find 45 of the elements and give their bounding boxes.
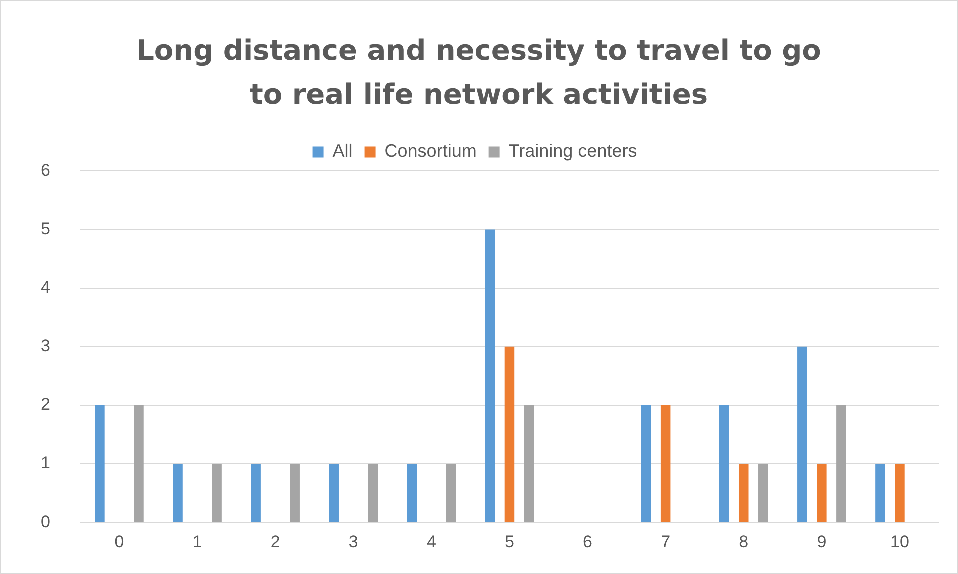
x-tick-label: 5 <box>504 532 514 552</box>
bar <box>504 346 515 522</box>
y-tick-label: 4 <box>40 278 50 298</box>
x-tick-label: 7 <box>661 532 671 552</box>
y-tick-label: 6 <box>40 160 50 180</box>
bar <box>329 464 339 522</box>
bar <box>798 346 808 522</box>
bar <box>368 464 378 522</box>
legend-label: All <box>332 141 353 162</box>
y-tick-label: 5 <box>40 219 50 238</box>
bar <box>134 405 144 522</box>
x-tick-label: 0 <box>114 532 124 552</box>
x-tick-label: 3 <box>348 532 358 552</box>
bar <box>739 464 749 522</box>
bar <box>641 405 652 522</box>
y-tick-label: 0 <box>40 512 50 532</box>
bar <box>485 230 496 522</box>
x-tick-label: 6 <box>583 532 593 552</box>
bar <box>251 464 261 522</box>
bar <box>524 405 534 522</box>
legend-label: Consortium <box>384 141 477 162</box>
bar <box>446 464 456 522</box>
x-tick-label: 8 <box>739 532 749 552</box>
bar <box>895 464 905 522</box>
x-tick-label: 10 <box>890 532 910 552</box>
bar <box>758 464 768 522</box>
y-tick-label: 2 <box>40 395 50 414</box>
x-tick-label: 1 <box>192 532 202 552</box>
bar <box>817 464 827 522</box>
x-tick-label: 4 <box>426 532 436 552</box>
bar <box>173 464 183 522</box>
y-tick-label: 1 <box>40 454 50 473</box>
x-tick-label: 2 <box>270 532 280 552</box>
bar <box>407 464 418 522</box>
y-tick-label: 3 <box>40 336 50 356</box>
bar <box>836 405 846 522</box>
bar <box>95 405 105 522</box>
legend-label: Training centers <box>508 141 638 162</box>
chart-title: Long distance and necessity to travel to go to real life network activities <box>136 33 822 113</box>
bar <box>660 405 671 522</box>
x-tick-label: 9 <box>817 532 827 552</box>
bar <box>290 464 300 522</box>
bar <box>719 405 730 522</box>
bar <box>212 464 222 522</box>
bar <box>876 464 886 522</box>
